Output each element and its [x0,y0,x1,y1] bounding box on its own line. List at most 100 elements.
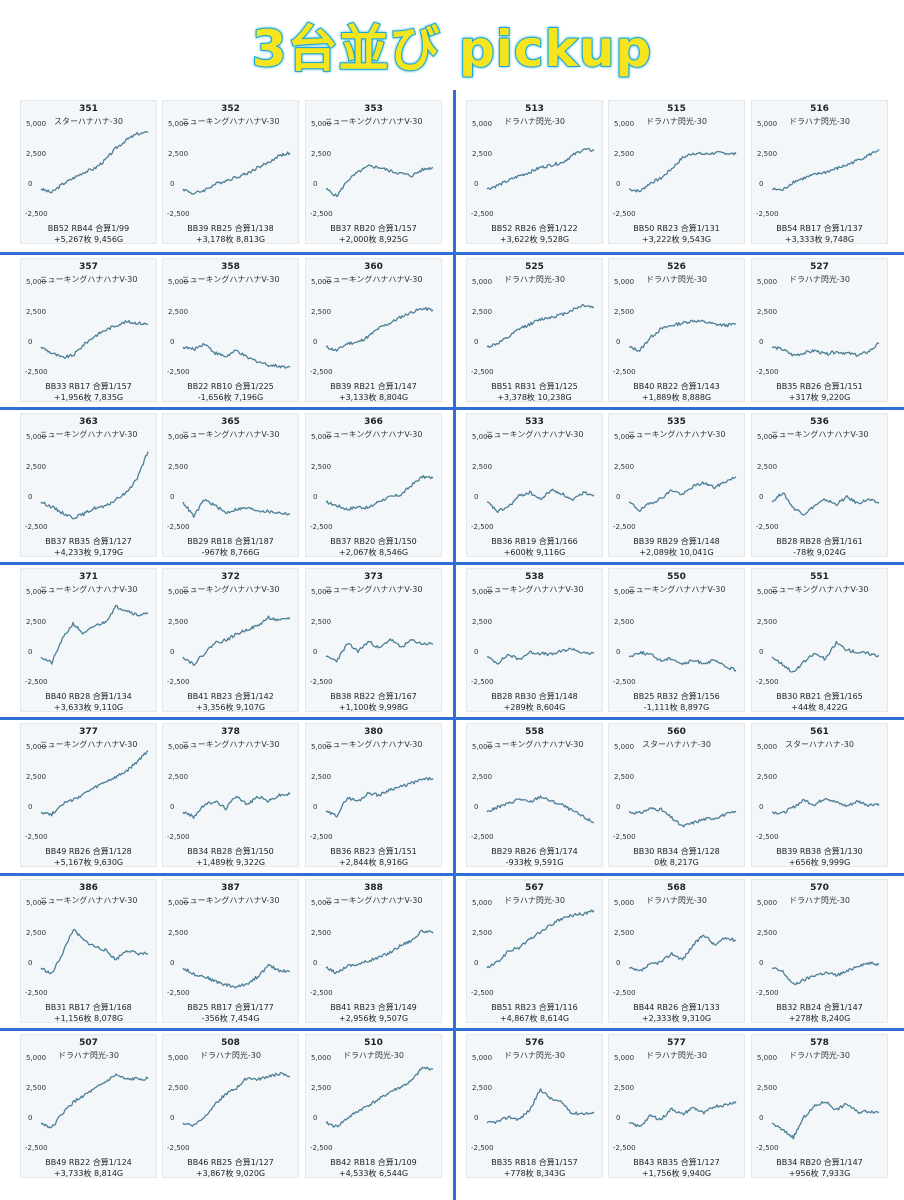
machine-number: 507 [79,1038,98,1048]
y-tick-label: -2,500 [25,210,48,218]
series-line [771,1101,880,1140]
machine-model: ニューキングハナハナV-30 [39,896,138,905]
y-tick-label: 5,000 [757,278,778,286]
machine-panel: 363 ニューキングハナハナV-30 5,000 2,500 0 -2,500 BB37 R… [20,413,157,557]
bonus-stats: BB52 RB44 合算1/99 [47,224,130,233]
machine-number: 560 [667,727,686,737]
medal-games-stats: +1,156枚 8,078G [53,1014,124,1023]
slump-graph [486,1088,595,1125]
series-line [486,647,595,665]
y-tick-label: 2,500 [311,1084,332,1092]
machine-panel: 388 ニューキングハナハナV-30 5,000 2,500 0 -2,500 BB41 R… [305,879,442,1023]
series-line [486,909,595,969]
medal-games-stats: +1,956枚 7,835G [53,393,124,402]
machine-number: 513 [525,104,544,114]
y-tick-label: 5,000 [168,1054,189,1062]
y-tick-label: 0 [759,493,764,501]
bonus-stats: BB30 RB21 合算1/165 [776,692,863,701]
y-tick-label: 2,500 [168,1084,189,1092]
y-tick-label: -2,500 [756,368,779,376]
y-tick-label: 0 [28,803,33,811]
machine-number: 365 [221,417,240,427]
slump-graph [628,319,737,352]
machine-model: ニューキングハナハナV-30 [485,430,584,439]
medal-games-stats: +3,356枚 9,107G [195,703,266,712]
slump-graph [486,909,595,969]
bonus-stats: BB35 RB18 合算1/157 [491,1158,578,1167]
y-tick-label: 0 [474,803,479,811]
bonus-stats: BB25 RB17 合算1/177 [187,1003,274,1012]
bonus-stats: BB28 RB30 合算1/148 [491,692,578,701]
series-line [486,147,595,190]
medal-games-stats: +3,867枚 9,020G [195,1169,266,1178]
slump-graph [486,647,595,665]
series-line [628,807,737,828]
bonus-stats: BB39 RB29 合算1/148 [633,537,720,546]
series-line [325,1066,434,1128]
series-line [40,928,149,975]
y-tick-label: -2,500 [25,989,48,997]
machine-number: 516 [810,104,829,114]
machine-model: ニューキングハナハナV-30 [181,585,280,594]
y-tick-label: -2,500 [310,1144,333,1152]
slump-graph [629,934,736,972]
slump-graph [40,928,149,975]
slump-graph [40,750,149,817]
machine-model: ニューキングハナハナV-30 [39,430,138,439]
slump-graph [182,1071,291,1128]
y-tick-label: 2,500 [757,463,778,471]
machine-panel: 535 ニューキングハナハナV-30 5,000 2,500 0 -2,500 BB39 R… [608,413,745,557]
y-tick-label: 0 [313,803,318,811]
y-tick-label: 2,500 [757,308,778,316]
machine-panel: 366 ニューキングハナハナV-30 5,000 2,500 0 -2,500 BB37 R… [305,413,442,557]
machine-panel: 360 ニューキングハナハナV-30 5,000 2,500 0 -2,500 BB39 R… [305,258,442,402]
machine-panel: 536 ニューキングハナハナV-30 5,000 2,500 0 -2,500 BB28 R… [751,413,888,557]
slump-graph [771,961,880,986]
series-line [771,492,880,516]
series-line [771,148,880,192]
machine-number: 570 [810,883,829,893]
y-tick-label: 5,000 [311,1054,332,1062]
y-tick-label: 2,500 [26,1084,47,1092]
y-tick-label: 2,500 [614,773,635,781]
bonus-stats: BB42 RB18 合算1/109 [330,1158,417,1167]
medal-games-stats: +5,267枚 9,456G [53,235,124,244]
machine-model: ニューキングハナハナV-30 [39,740,138,749]
medal-games-stats: +3,622枚 9,528G [499,235,570,244]
machine-model: ドラハナ閃光-30 [343,1051,404,1060]
machine-model: ニューキングハナハナV-30 [770,430,869,439]
machine-model: ドラハナ閃光-30 [504,896,565,905]
y-tick-label: -2,500 [25,678,48,686]
series-line [182,963,291,989]
slump-graph [486,303,595,349]
machine-number: 535 [667,417,686,427]
y-tick-label: 2,500 [757,150,778,158]
bonus-stats: BB46 RB25 合算1/127 [187,1158,274,1167]
medal-games-stats: +3,133枚 8,804G [338,393,409,402]
bonus-stats: BB36 RB23 合算1/151 [330,847,417,856]
machine-panel: 351 スターハナハナ-30 5,000 2,500 0 -2,500 BB52 RB44 … [20,100,157,244]
medal-games-stats: +44枚 8,422G [791,703,848,712]
machine-number: 510 [364,1038,383,1048]
slump-graph [628,1101,737,1128]
y-tick-label: -2,500 [25,833,48,841]
machine-model: ドラハナ閃光-30 [504,275,565,284]
y-tick-label: -2,500 [756,1144,779,1152]
slump-graph [325,776,434,818]
slump-graph [771,492,880,516]
bonus-stats: BB40 RB22 合算1/143 [633,382,720,391]
y-tick-label: 2,500 [168,929,189,937]
medal-games-stats: +1,489枚 9,322G [195,858,266,867]
medal-games-stats: -1,656枚 7,196G [197,393,264,402]
machine-model: ニューキングハナハナV-30 [627,430,726,439]
machine-model: ニューキングハナハナV-30 [627,585,726,594]
medal-games-stats: -967枚 8,766G [201,548,260,557]
machine-number: 358 [221,262,240,272]
y-tick-label: 5,000 [26,588,47,596]
y-tick-label: 0 [474,338,479,346]
machine-panel: 560 スターハナハナ-30 5,000 2,500 0 -2,500 BB30 RB34 … [608,723,745,867]
y-tick-label: 0 [759,180,764,188]
y-tick-label: 5,000 [168,120,189,128]
machine-panel: 561 スターハナハナ-30 5,000 2,500 0 -2,500 BB39 RB38 … [751,723,888,867]
row-divider [0,717,904,720]
